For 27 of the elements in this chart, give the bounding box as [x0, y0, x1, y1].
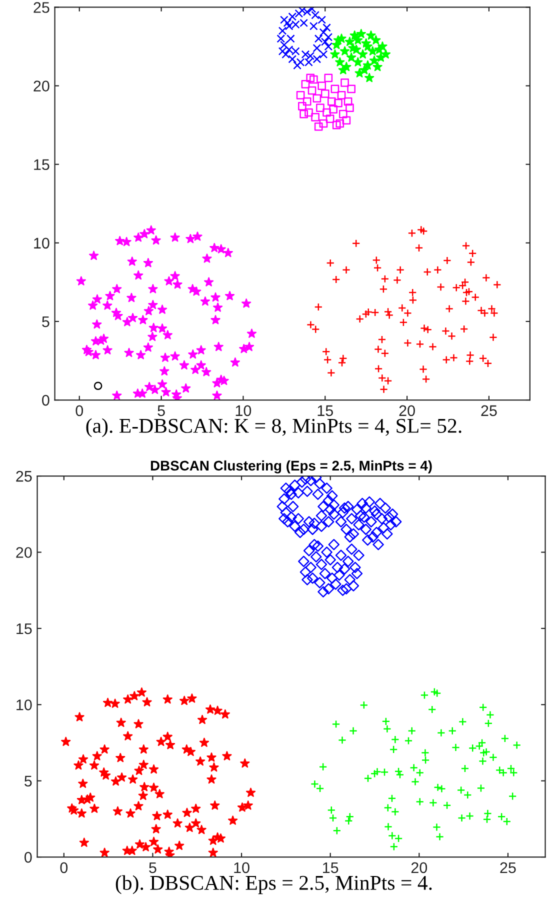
text: (a). E-DBSCAN: K = 8, MinPts = 4, SL= 52. — [86, 418, 462, 438]
text: (b). DBSCAN: Eps = 2.5, MinPts = 4. — [116, 875, 432, 894]
x-tick-label: 5 — [158, 405, 165, 416]
x-tick-label: 25 — [481, 405, 497, 416]
y-tick-label: 0 — [42, 394, 50, 406]
chart-title: DBSCAN Clustering (Eps = 2.5, MinPts = 4) — [150, 460, 432, 474]
y-tick-label: 20 — [34, 80, 50, 92]
x-tick-label: 15 — [323, 862, 338, 874]
y-tick-label: 10 — [34, 238, 50, 249]
y-tick-label: 15 — [16, 623, 32, 634]
y-tick-label: 20 — [16, 547, 32, 558]
x-tick-label: 0 — [60, 862, 68, 874]
x-tick-label: 20 — [399, 405, 415, 416]
y-tick-label: 5 — [24, 776, 32, 787]
x-tick-label: 10 — [234, 862, 250, 874]
y-tick-label: 25 — [16, 470, 32, 482]
x-tick-label: 10 — [236, 405, 252, 416]
y-tick-label: 0 — [24, 852, 32, 863]
y-tick-label: 5 — [42, 316, 50, 328]
x-tick-label: 0 — [76, 405, 84, 416]
y-tick-label: 10 — [16, 700, 32, 710]
y-tick-label: 15 — [34, 159, 50, 170]
x-tick-label: 25 — [500, 862, 516, 874]
y-tick-label: 25 — [34, 2, 50, 13]
x-tick-label: 15 — [318, 405, 333, 416]
x-tick-label: 20 — [411, 862, 428, 874]
x-tick-label: 5 — [149, 862, 156, 874]
